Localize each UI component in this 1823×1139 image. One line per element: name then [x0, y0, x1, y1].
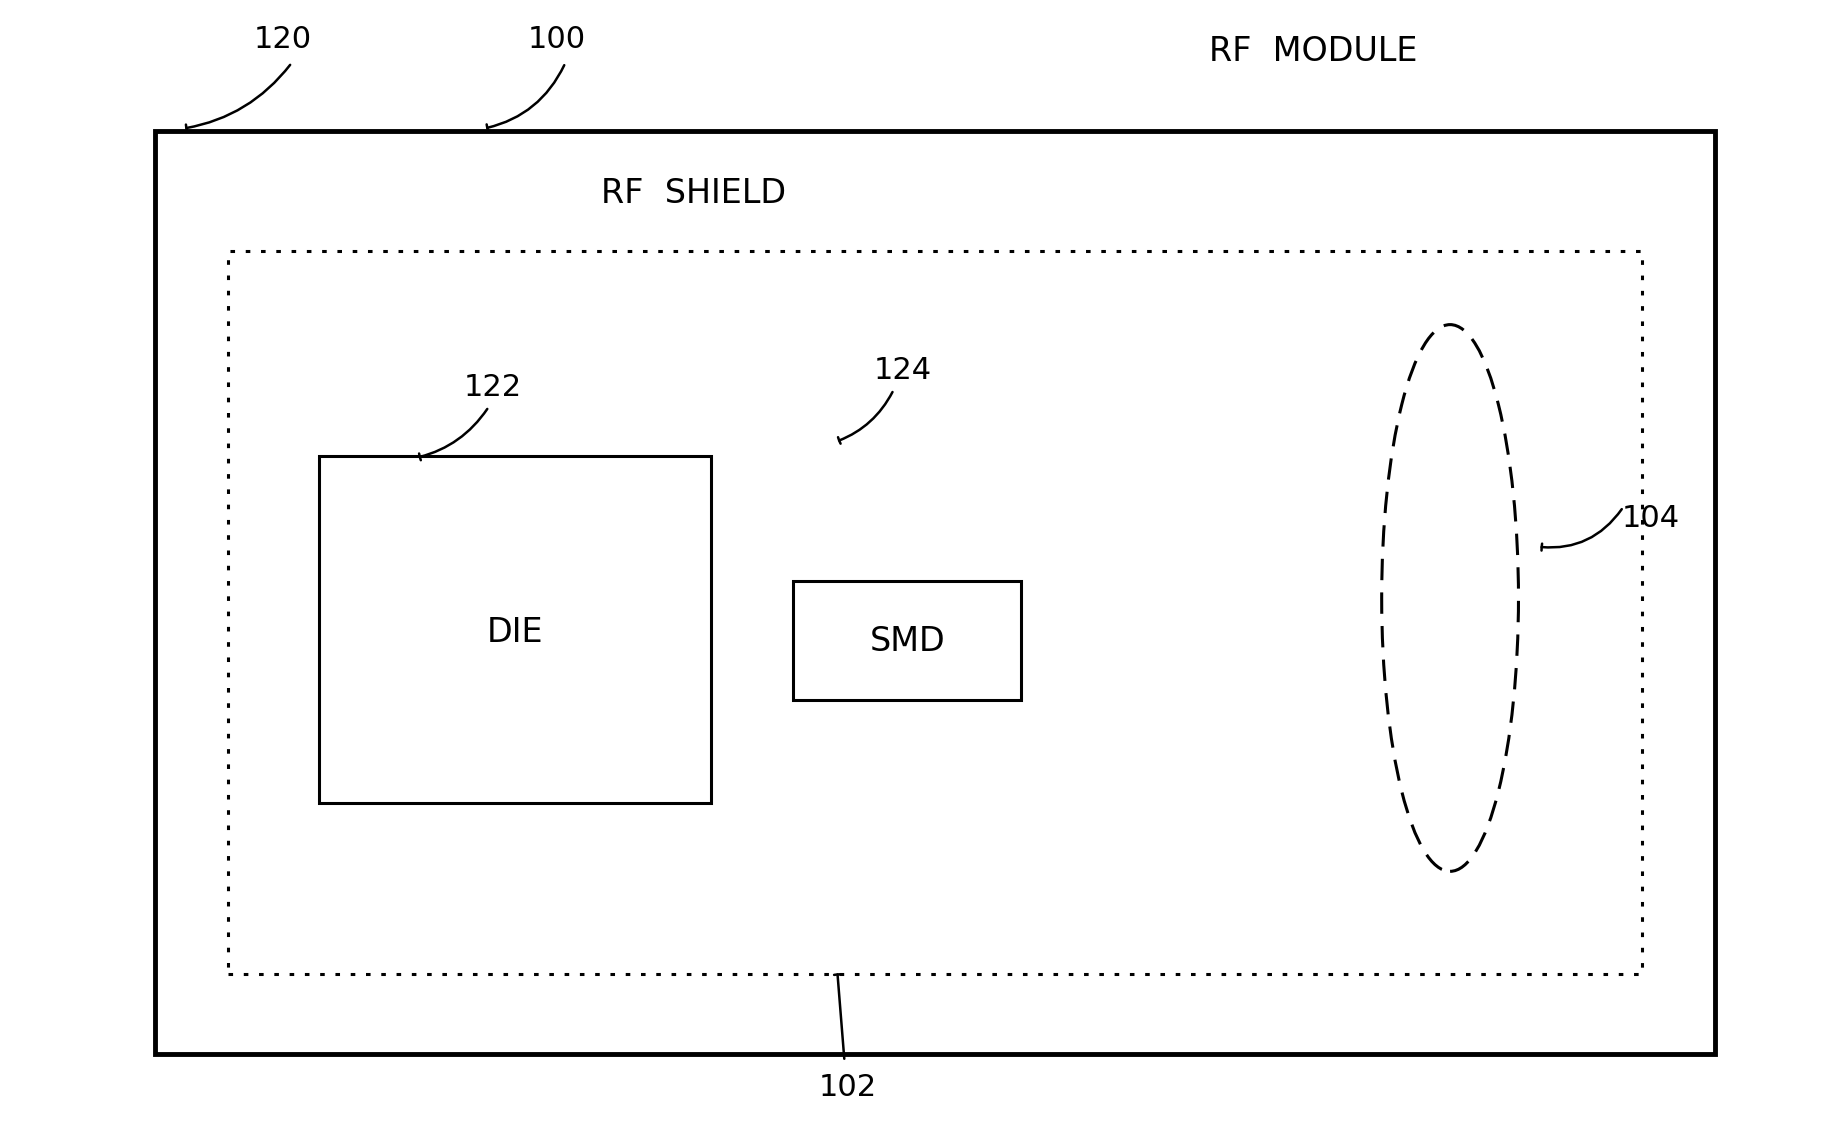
Text: DIE: DIE: [487, 616, 543, 648]
Text: SMD: SMD: [870, 625, 944, 657]
Text: 100: 100: [527, 25, 585, 55]
Text: 102: 102: [819, 1073, 877, 1103]
Bar: [793, 581, 1021, 700]
Text: 122: 122: [463, 372, 521, 402]
Text: RF  MODULE: RF MODULE: [1209, 35, 1416, 67]
Bar: [319, 456, 711, 803]
Text: 104: 104: [1621, 503, 1679, 533]
Bar: [155, 131, 1714, 1054]
Bar: [228, 251, 1641, 974]
Text: 120: 120: [253, 25, 312, 55]
Text: RF  SHIELD: RF SHIELD: [600, 178, 786, 210]
Text: 124: 124: [873, 355, 932, 385]
